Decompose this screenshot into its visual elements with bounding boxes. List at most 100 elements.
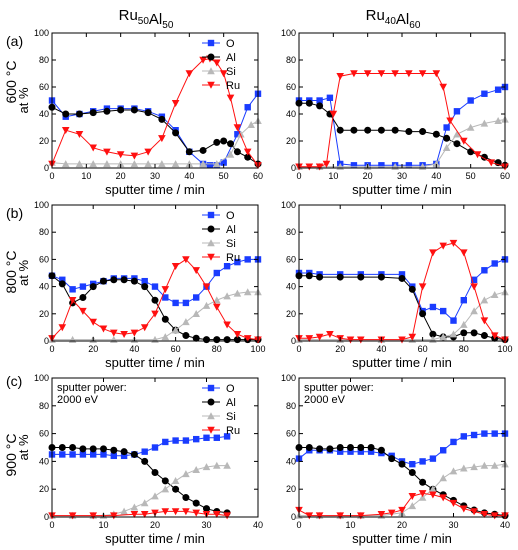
y-tick-label: 80 (286, 227, 296, 237)
data-point-al (141, 283, 149, 291)
x-tick-label: 0 (49, 520, 54, 530)
data-point-al (141, 457, 149, 465)
data-point-ru (171, 263, 180, 270)
data-point-ru (490, 512, 499, 520)
data-point-si (490, 290, 499, 298)
legend-label-ru: Ru (226, 252, 240, 264)
data-point-si (233, 289, 242, 297)
data-point-ru (480, 511, 489, 519)
data-point-al (89, 283, 97, 291)
x-tick-label: 40 (184, 171, 194, 181)
y-tick-label: 40 (286, 109, 296, 119)
data-point-si (158, 160, 166, 168)
data-point-al (244, 153, 252, 161)
series-line-si (52, 465, 228, 517)
data-point-si (116, 160, 125, 168)
data-point-si (490, 461, 499, 469)
data-point-al (419, 310, 427, 318)
legend-marker-si (207, 412, 215, 420)
data-point-al (130, 277, 138, 285)
data-point-ru (418, 70, 427, 78)
data-point-al (89, 109, 97, 117)
data-point-o (193, 294, 200, 301)
y-tick-label: 20 (286, 136, 296, 146)
data-point-o (69, 286, 76, 293)
data-point-ru (315, 512, 324, 520)
y-tick-label: 20 (286, 484, 296, 494)
x-tick-label: 40 (129, 344, 139, 354)
x-tick-label: 10 (345, 520, 355, 530)
data-point-al (398, 274, 406, 282)
data-point-ru (429, 491, 437, 499)
data-point-al (480, 153, 488, 161)
data-point-al (161, 315, 169, 323)
data-point-al (220, 137, 228, 145)
legend-marker-al (207, 53, 215, 61)
data-point-ru (223, 321, 231, 329)
data-point-ru (144, 148, 152, 156)
x-tick-label: 40 (253, 520, 263, 530)
data-point-ru (213, 511, 221, 519)
data-point-ru (460, 137, 468, 145)
chart-panel: 0 10 20 30 40 50 60 0 20 40 60 80 100 sputter time / … (281, 28, 510, 197)
legend-label-al: Al (226, 52, 236, 64)
data-point-ru (460, 505, 468, 513)
legend-label-si: Si (226, 238, 236, 250)
data-point-al (58, 444, 66, 451)
data-point-o (467, 97, 474, 104)
data-point-al (326, 445, 334, 453)
data-point-al (110, 446, 118, 454)
data-point-ru (75, 131, 84, 139)
data-point-o (347, 448, 354, 455)
y-tick-label: 0 (291, 336, 296, 346)
row-title: 800 °C (3, 251, 19, 294)
data-point-ru (446, 117, 454, 125)
data-point-o (350, 162, 358, 169)
data-point-al (480, 332, 488, 340)
x-axis-label: sputter time / min (352, 182, 452, 197)
data-point-o (440, 307, 447, 315)
data-point-si (202, 463, 211, 471)
data-point-o (234, 131, 241, 138)
data-point-o (357, 448, 364, 455)
data-point-si (192, 310, 200, 317)
data-point-ru (171, 508, 180, 516)
data-point-si (192, 465, 200, 473)
data-point-si (439, 333, 447, 341)
chart-panel: 0 20 40 60 80 100 0 20 40 60 80 100 sputter time / m… (16, 200, 266, 370)
data-point-o (79, 283, 87, 290)
y-tick-label: 20 (39, 309, 49, 319)
data-point-al (429, 330, 437, 338)
data-point-al (391, 126, 399, 134)
data-point-al (213, 138, 221, 146)
x-tick-label: 30 (448, 520, 458, 530)
data-point-al (336, 126, 344, 134)
data-point-ru (120, 331, 128, 338)
x-tick-label: 40 (431, 171, 441, 181)
data-point-al (405, 128, 413, 136)
data-point-ru (418, 283, 427, 291)
data-point-al (79, 293, 87, 301)
data-point-ru (398, 506, 406, 514)
y-tick-label: 80 (39, 55, 49, 65)
data-point-ru (336, 73, 344, 80)
data-point-ru (110, 329, 118, 337)
y-tick-label: 100 (34, 28, 49, 38)
data-point-al (408, 285, 416, 293)
annotation-text: sputter power: 2000 eV (57, 382, 127, 406)
data-point-ru (192, 267, 200, 275)
data-point-ru (480, 317, 489, 325)
series-line-si (299, 118, 506, 168)
legend-label-o: O (226, 383, 235, 395)
y-tick-label: 0 (291, 163, 296, 173)
data-point-ru (130, 511, 139, 519)
data-point-o (234, 258, 241, 266)
x-tick-label: 60 (418, 344, 428, 354)
data-point-ru (243, 335, 252, 343)
data-point-ru (449, 239, 458, 247)
data-point-ru (140, 511, 149, 519)
data-point-o (491, 430, 498, 437)
data-point-o (203, 434, 210, 441)
data-point-o (172, 437, 179, 444)
data-point-ru (182, 508, 190, 516)
